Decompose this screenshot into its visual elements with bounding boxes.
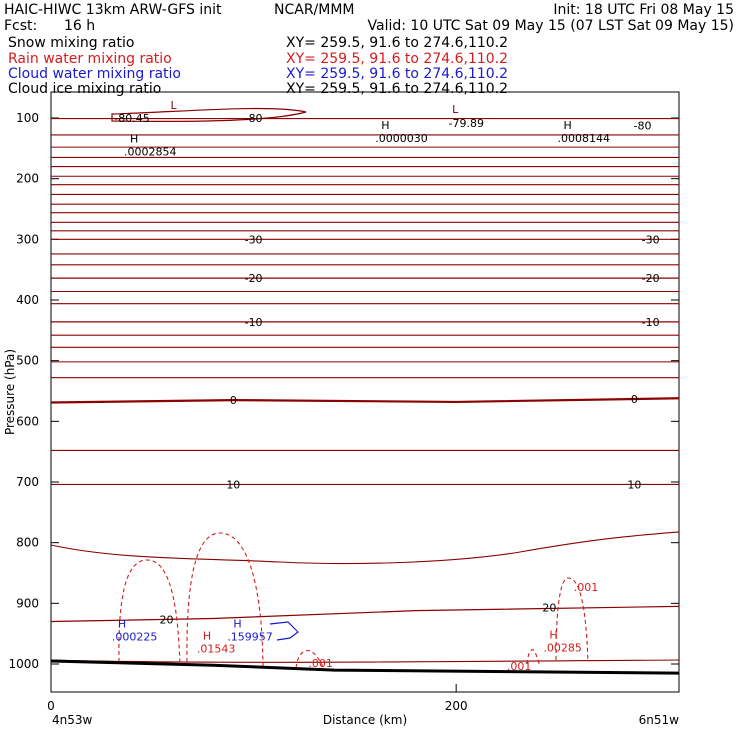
- field-xy-cloud-ice: XY= 259.5, 91.6 to 274.6,110.2: [286, 81, 508, 97]
- x-tick-label: 200: [445, 699, 468, 713]
- extremum-value: .000225: [112, 631, 158, 644]
- contour-label: 10: [627, 478, 641, 491]
- extremum-marker: H: [549, 629, 557, 642]
- contour-label: -79.89: [449, 117, 484, 130]
- y-tick-label: 400: [16, 293, 39, 307]
- contour-label: 20: [542, 602, 556, 615]
- right-endpoint-label: 6n51w: [639, 713, 680, 727]
- extremum-value: .001: [574, 581, 599, 594]
- contour-label: -80.45: [114, 112, 149, 125]
- field-name-cloud-water: Cloud water mixing ratio: [8, 66, 181, 82]
- extremum-value: .159957: [227, 631, 272, 644]
- extremum-marker: L: [171, 99, 178, 112]
- y-tick-label: 1000: [8, 657, 39, 671]
- temperature-contours: [50, 238, 680, 623]
- temperature-contour: [50, 397, 680, 404]
- contour-label: 0: [230, 394, 237, 407]
- extremum-value: .0008144: [558, 132, 611, 145]
- background-isoline: [50, 531, 680, 565]
- field-xy-cloud-water: XY= 259.5, 91.6 to 274.6,110.2: [286, 66, 508, 82]
- y-axis-title: Pressure (hPa): [3, 349, 17, 435]
- extremum-value: .001: [507, 660, 532, 673]
- y-tick-label: 700: [16, 475, 39, 489]
- contour-label: 10: [226, 478, 240, 491]
- contour-label: -30: [245, 233, 263, 246]
- extremum-marker: L: [452, 103, 459, 116]
- forecast-label: Fcst:: [4, 18, 37, 34]
- terrain-surface-line: [50, 659, 680, 675]
- extremum-marker: H: [233, 618, 241, 631]
- x-axis-title: Distance (km): [323, 713, 407, 727]
- rain-contour-5: [555, 577, 589, 663]
- y-tick-label: 100: [16, 111, 39, 125]
- contour-label: -20: [245, 272, 263, 285]
- background-isolines: [50, 118, 680, 663]
- contour-label: -10: [642, 316, 660, 329]
- extremum-marker: H: [130, 132, 138, 145]
- valid-time: Valid: 10 UTC Sat 09 May 15 (07 LST Sat …: [368, 18, 734, 34]
- field-name-cloud-ice: Cloud ice mixing ratio: [8, 81, 161, 97]
- contour-label: -80: [634, 119, 652, 132]
- forecast-hours: 16 h: [64, 18, 95, 34]
- field-name-rain: Rain water mixing ratio: [8, 51, 172, 67]
- y-tick-label: 200: [16, 172, 39, 186]
- cloud-water-contour: [269, 621, 299, 641]
- contour-labels: -80.45 -80 -79.89 -80 -30 -30 -20 -20 -10 -10 0 0 10…: [114, 112, 659, 627]
- contour-minus80-loop: [111, 107, 307, 123]
- x-tick-label: 0: [47, 699, 55, 713]
- y-tick-label: 900: [16, 596, 39, 610]
- plot-frame: [50, 91, 680, 693]
- extremum-marker: H: [381, 119, 389, 132]
- rain-contour-2: [186, 532, 264, 667]
- extrema-markers: L LH.0002854H.0000030H.0008144H.000225H.1…: [112, 99, 610, 673]
- x-axis: 0 200: [47, 684, 468, 713]
- extremum-value: .0000030: [375, 132, 428, 145]
- contour-label: 20: [159, 614, 173, 627]
- contour-label: -10: [245, 316, 263, 329]
- rain-contour-1: [118, 559, 181, 667]
- model-title: HAIC-HIWC 13km ARW-GFS init: [4, 2, 222, 18]
- temperature-contour: [50, 605, 680, 623]
- field-xy-snow: XY= 259.5, 91.6 to 274.6,110.2: [286, 35, 508, 51]
- contour-label: 0: [631, 393, 638, 406]
- y-tick-label: 600: [16, 414, 39, 428]
- y-tick-label: 500: [16, 354, 39, 368]
- rain-contours: [118, 532, 589, 671]
- extremum-marker: H: [118, 618, 126, 631]
- field-name-snow: Snow mixing ratio: [8, 35, 134, 51]
- extremum-value: .00285: [543, 642, 582, 655]
- rain-contour-3: [295, 650, 325, 671]
- contour-label: -80: [245, 112, 263, 125]
- extremum-value: .01543: [197, 643, 236, 656]
- y-tick-label: 300: [16, 232, 39, 246]
- field-xy-rain: XY= 259.5, 91.6 to 274.6,110.2: [286, 51, 508, 67]
- y-tick-label: 800: [16, 536, 39, 550]
- init-time: Init: 18 UTC Fri 08 May 15: [553, 2, 734, 18]
- contour-label: -30: [642, 233, 660, 246]
- contour-label: -20: [642, 272, 660, 285]
- rain-contour-4: [526, 649, 541, 667]
- extremum-value: .001: [308, 657, 333, 670]
- left-endpoint-label: 4n53w: [52, 713, 93, 727]
- extremum-value: .0002854: [124, 145, 177, 158]
- extremum-marker: H: [564, 119, 572, 132]
- org-label: NCAR/MMM: [274, 2, 355, 18]
- extremum-marker: H: [203, 630, 211, 643]
